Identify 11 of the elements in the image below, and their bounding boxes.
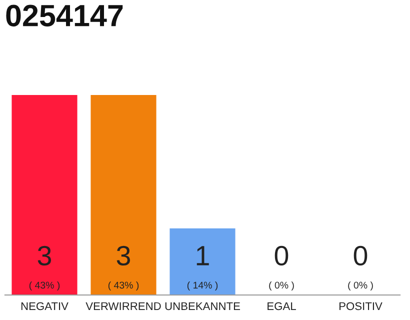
x-tick-label: EGAL [268,302,296,310]
x-tick-label: NEGATIV [21,302,68,310]
data-label: 0 ( 0% ) [269,246,294,291]
x-tick-label: UNBEKANNTE [165,302,240,310]
x-tick-label: POSITIV [339,302,382,310]
chart-title: 0254147 [6,4,123,26]
x-tick-label: VERWIRREND [86,302,161,310]
data-label: 0 ( 0% ) [348,246,373,291]
data-label: 1 ( 14% ) [187,246,218,291]
data-label: 3 ( 43% ) [108,246,139,291]
data-label: 3 ( 43% ) [29,246,60,291]
